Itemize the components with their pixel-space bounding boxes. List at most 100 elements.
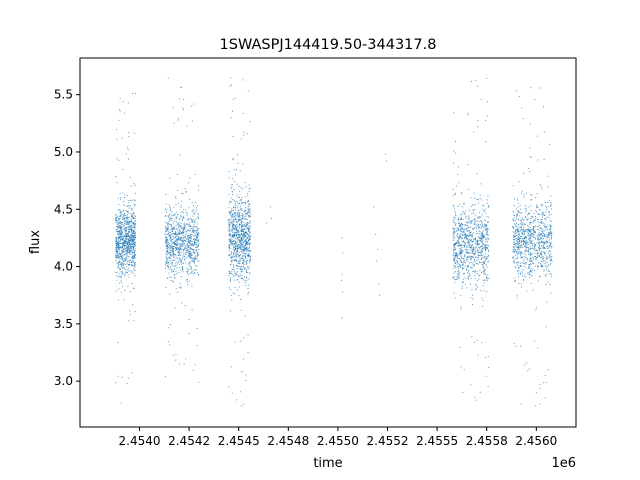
data-point xyxy=(115,257,117,259)
data-point xyxy=(248,216,250,218)
data-point xyxy=(178,248,180,250)
data-point xyxy=(518,235,520,237)
data-point xyxy=(472,209,474,211)
data-point xyxy=(236,221,238,223)
data-point xyxy=(133,320,135,322)
data-point xyxy=(524,237,526,239)
data-point xyxy=(488,238,490,240)
data-point xyxy=(540,253,542,255)
data-point xyxy=(123,237,125,239)
data-point xyxy=(545,243,547,245)
data-point xyxy=(518,270,520,272)
data-point xyxy=(548,233,550,235)
data-point xyxy=(131,199,133,201)
data-point xyxy=(127,147,129,149)
data-point xyxy=(540,237,542,239)
data-point xyxy=(193,219,195,221)
data-point xyxy=(537,206,539,208)
data-point xyxy=(241,232,243,234)
data-point xyxy=(121,258,123,260)
data-point xyxy=(116,251,118,253)
data-point xyxy=(117,250,119,252)
data-point xyxy=(462,250,464,252)
data-point xyxy=(240,209,242,211)
data-point xyxy=(186,249,188,251)
data-point xyxy=(487,228,489,230)
data-point xyxy=(544,131,546,133)
data-point xyxy=(246,269,248,271)
data-point xyxy=(467,277,469,279)
data-point xyxy=(196,226,198,228)
data-point xyxy=(234,272,236,274)
data-point xyxy=(228,254,230,256)
data-point xyxy=(179,229,181,231)
data-point xyxy=(454,265,456,267)
data-point xyxy=(515,345,517,347)
data-point xyxy=(115,176,117,178)
data-point xyxy=(116,240,118,242)
data-point xyxy=(122,222,124,224)
data-point xyxy=(188,253,190,255)
data-point xyxy=(249,225,251,227)
data-point xyxy=(248,244,250,246)
data-point xyxy=(540,233,542,235)
data-point xyxy=(232,236,234,238)
data-point xyxy=(191,219,193,221)
data-point xyxy=(487,234,489,236)
data-point xyxy=(547,247,549,249)
data-point xyxy=(121,266,123,268)
data-point xyxy=(468,273,470,275)
data-point xyxy=(193,230,195,232)
data-point xyxy=(117,225,119,227)
data-point xyxy=(238,231,240,233)
data-point xyxy=(233,253,235,255)
data-point xyxy=(229,240,231,242)
data-point xyxy=(463,260,465,262)
data-point xyxy=(192,259,194,261)
data-point xyxy=(234,246,236,248)
data-point xyxy=(125,237,127,239)
data-point xyxy=(516,90,518,92)
data-point xyxy=(512,249,514,251)
data-point xyxy=(481,221,483,223)
data-point xyxy=(517,236,519,238)
data-point xyxy=(183,245,185,247)
data-point xyxy=(122,242,124,244)
data-point xyxy=(173,237,175,239)
data-point xyxy=(247,241,249,243)
data-point xyxy=(245,213,247,215)
data-point xyxy=(242,358,244,360)
data-point xyxy=(541,264,543,266)
data-point xyxy=(127,210,129,212)
data-point xyxy=(126,216,128,218)
data-point xyxy=(536,242,538,244)
data-point xyxy=(186,279,188,281)
data-point xyxy=(170,255,172,257)
data-point xyxy=(454,244,456,246)
data-point xyxy=(459,235,461,237)
data-point xyxy=(168,242,170,244)
data-point xyxy=(119,218,121,220)
data-point xyxy=(248,237,250,239)
data-point xyxy=(472,244,474,246)
data-point xyxy=(239,237,241,239)
data-point xyxy=(486,231,488,233)
data-point xyxy=(516,238,518,240)
data-point xyxy=(175,203,177,205)
data-point xyxy=(456,266,458,268)
x-tick-label: 2.4545 xyxy=(218,434,260,448)
data-point xyxy=(187,255,189,257)
data-point xyxy=(539,252,541,254)
data-point xyxy=(235,226,237,228)
data-point xyxy=(169,232,171,234)
data-point xyxy=(453,259,455,261)
data-point xyxy=(483,219,485,221)
data-point xyxy=(235,232,237,233)
data-point xyxy=(239,240,241,242)
data-point xyxy=(190,218,192,220)
data-point xyxy=(467,246,469,248)
data-point xyxy=(543,251,545,253)
data-point xyxy=(120,240,122,242)
data-point xyxy=(166,208,168,210)
data-point xyxy=(475,223,477,225)
